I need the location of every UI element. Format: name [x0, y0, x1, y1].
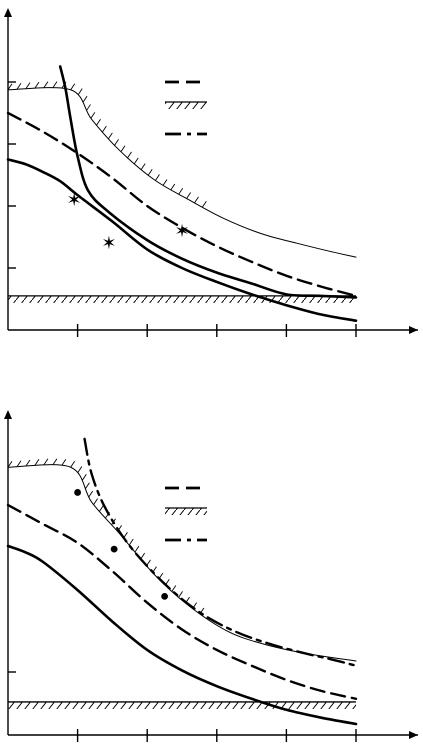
- marker-dot-0: [74, 489, 81, 496]
- boundary-hatch-mark: [201, 201, 207, 208]
- boundary-hatch-mark: [7, 461, 13, 468]
- boundary-hatch-mark: [107, 132, 113, 140]
- boundary-hatch-mark: [101, 125, 107, 133]
- series-solid-thick-1: [58, 65, 358, 299]
- x-axis-arrow: [409, 731, 418, 739]
- marker-dot-1: [110, 545, 118, 553]
- y-axis-arrow: [4, 8, 12, 17]
- boundary-hatch-mark: [178, 187, 184, 195]
- boundary-hatch-mark: [93, 498, 98, 505]
- marker-dot-2: [161, 593, 169, 600]
- boundary-hatch-mark: [98, 505, 104, 512]
- series-dash-dot-1: [83, 437, 358, 667]
- boundary-hatch-mark: [96, 119, 101, 126]
- series-solid-thick-3: [6, 544, 358, 726]
- legend: [165, 80, 207, 136]
- boundary-hatch-mark: [7, 83, 13, 90]
- boundary-hatch-mark: [134, 545, 140, 553]
- boundary-hatch-mark: [43, 458, 49, 466]
- boundary-hatch-mark: [34, 81, 40, 89]
- boundary-hatch-mark: [86, 104, 91, 111]
- legend: [165, 486, 207, 542]
- boundary-hatch-mark: [77, 88, 83, 95]
- boundary-hatch-mark: [52, 81, 58, 88]
- boundary-hatch-mark: [194, 196, 199, 204]
- chart-panel-top: ✶ ✶ ✶: [4, 8, 418, 337]
- series-solid-thin-0: [7, 464, 357, 662]
- marker-star-1: ✶: [101, 233, 116, 254]
- boundary-hatch-mark: [155, 174, 160, 181]
- marker-star-0: ✶: [67, 190, 82, 211]
- boundary-hatch-mark: [186, 192, 191, 199]
- boundary-hatch-mark: [90, 112, 96, 119]
- boundary-hatch-mark: [70, 460, 76, 468]
- chart-panel-bottom: [4, 410, 418, 742]
- y-axis-arrow: [4, 410, 12, 419]
- boundary-hatch-mark: [133, 157, 139, 165]
- boundary-hatch-mark: [52, 458, 58, 465]
- series-hatch-band: [8, 701, 356, 709]
- series-hatch-band: [8, 295, 356, 303]
- boundary-hatch-mark: [147, 168, 153, 176]
- boundary-hatch-mark: [43, 81, 49, 88]
- boundary-hatch-mark: [34, 459, 40, 466]
- boundary-hatch-mark: [61, 458, 67, 466]
- boundary-hatch-mark: [81, 474, 87, 481]
- legend-hatch-symbol: [165, 102, 207, 109]
- boundary-hatch-mark: [77, 466, 83, 473]
- boundary-hatch-mark: [85, 482, 90, 489]
- boundary-hatch-mark: [25, 82, 31, 89]
- boundary-hatch-mark: [171, 585, 177, 592]
- marker-star-2: ✶: [174, 221, 189, 242]
- boundary-hatch-mark: [70, 83, 76, 91]
- x-axis-arrow: [409, 326, 418, 334]
- series-dashed-2: [6, 111, 358, 298]
- series-dashed-2: [6, 503, 358, 700]
- boundary-hatch-mark: [140, 163, 146, 170]
- boundary-hatch-mark: [82, 95, 88, 103]
- boundary-hatch-mark: [88, 490, 94, 498]
- boundary-hatch-mark: [178, 591, 183, 598]
- boundary-hatch-mark: [120, 145, 126, 152]
- series-solid-thin-0: [7, 87, 357, 258]
- boundary-hatch-mark: [162, 179, 168, 186]
- boundary-hatch-mark: [170, 183, 176, 191]
- boundary-hatch-mark: [25, 459, 31, 467]
- boundary-hatch-mark: [16, 460, 22, 467]
- boundary-hatch-mark: [114, 139, 119, 146]
- boundary-hatch-mark: [128, 538, 134, 546]
- boundary-hatch-mark: [127, 151, 132, 159]
- boundary-hatch-mark: [16, 83, 22, 90]
- legend-hatch-symbol: [165, 508, 207, 515]
- series-solid-thick-3: [6, 158, 358, 322]
